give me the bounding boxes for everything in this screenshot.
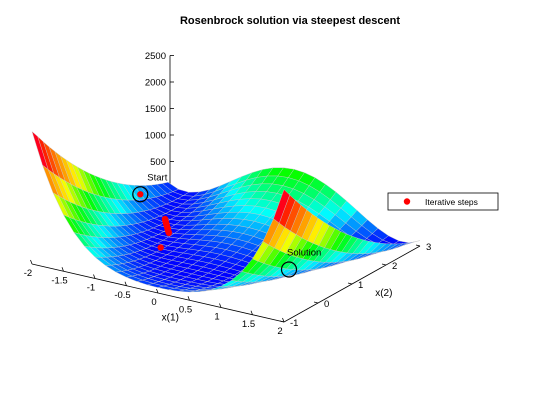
x-tick-label: -0.5	[114, 290, 130, 301]
chart-title: Rosenbrock solution via steepest descent	[180, 15, 400, 27]
iterative-step-point	[137, 191, 144, 198]
iterative-step-point	[157, 244, 164, 251]
y-tick-mark	[381, 263, 387, 266]
x-tick-mark	[30, 259, 33, 265]
x-tick-label: 1.5	[242, 319, 255, 330]
legend-box	[387, 192, 499, 211]
surface-patch	[273, 189, 290, 224]
z-tick-label: 1000	[145, 131, 166, 142]
x-tick-label: 2	[277, 326, 282, 337]
y-tick-label: -1	[290, 318, 298, 329]
z-tick-label: 2000	[145, 78, 166, 89]
x-tick-label: 1	[214, 312, 219, 323]
x-tick-label: 0.5	[179, 304, 192, 315]
chart-marks: Start Solution	[132, 172, 321, 278]
x-tick-label: -2	[24, 268, 32, 279]
x-tick-label: -1	[87, 283, 95, 294]
y-tick-mark	[347, 282, 353, 285]
x-tick-mark	[93, 274, 96, 279]
y-tick-mark	[415, 244, 421, 247]
y-tick-label: 2	[392, 261, 397, 272]
z-tick-label: 2500	[145, 51, 166, 62]
y-tick-label: 1	[358, 280, 363, 291]
legend: Iterative steps	[387, 192, 499, 211]
legend-entry-label: Iterative steps	[425, 197, 478, 207]
y-axis-label: x(2)	[375, 288, 392, 299]
x-tick-mark	[61, 267, 64, 272]
y-tick-label: 3	[426, 242, 431, 253]
chart-axes: 0 500 1000 1500 2000 2500 -2 -1.5 -1 -0.5 0 0.5 1 1.5…	[24, 51, 432, 337]
legend-marker	[403, 198, 411, 205]
x-tick-mark	[124, 281, 127, 286]
x-tick-mark	[219, 303, 222, 308]
start-marker	[132, 186, 149, 203]
x-tick-mark	[156, 288, 159, 294]
y-tick-mark	[313, 301, 319, 304]
x-tick-label: 0	[151, 297, 156, 308]
z-tick-label: 500	[150, 157, 166, 168]
iterative-step-point	[165, 229, 173, 237]
surface-mesh	[31, 130, 421, 293]
x-tick-mark	[187, 296, 190, 301]
start-label: Start	[147, 172, 167, 183]
y-tick-mark	[279, 320, 285, 323]
solution-marker	[280, 261, 298, 278]
y-tick-label: 0	[324, 299, 329, 310]
solution-label: Solution	[287, 248, 321, 259]
x-tick-label: -1.5	[51, 275, 67, 286]
x-tick-mark	[282, 317, 285, 323]
z-tick-label: 1500	[145, 104, 166, 115]
x-axis-label: x(1)	[162, 312, 179, 323]
x-tick-mark	[250, 310, 253, 315]
